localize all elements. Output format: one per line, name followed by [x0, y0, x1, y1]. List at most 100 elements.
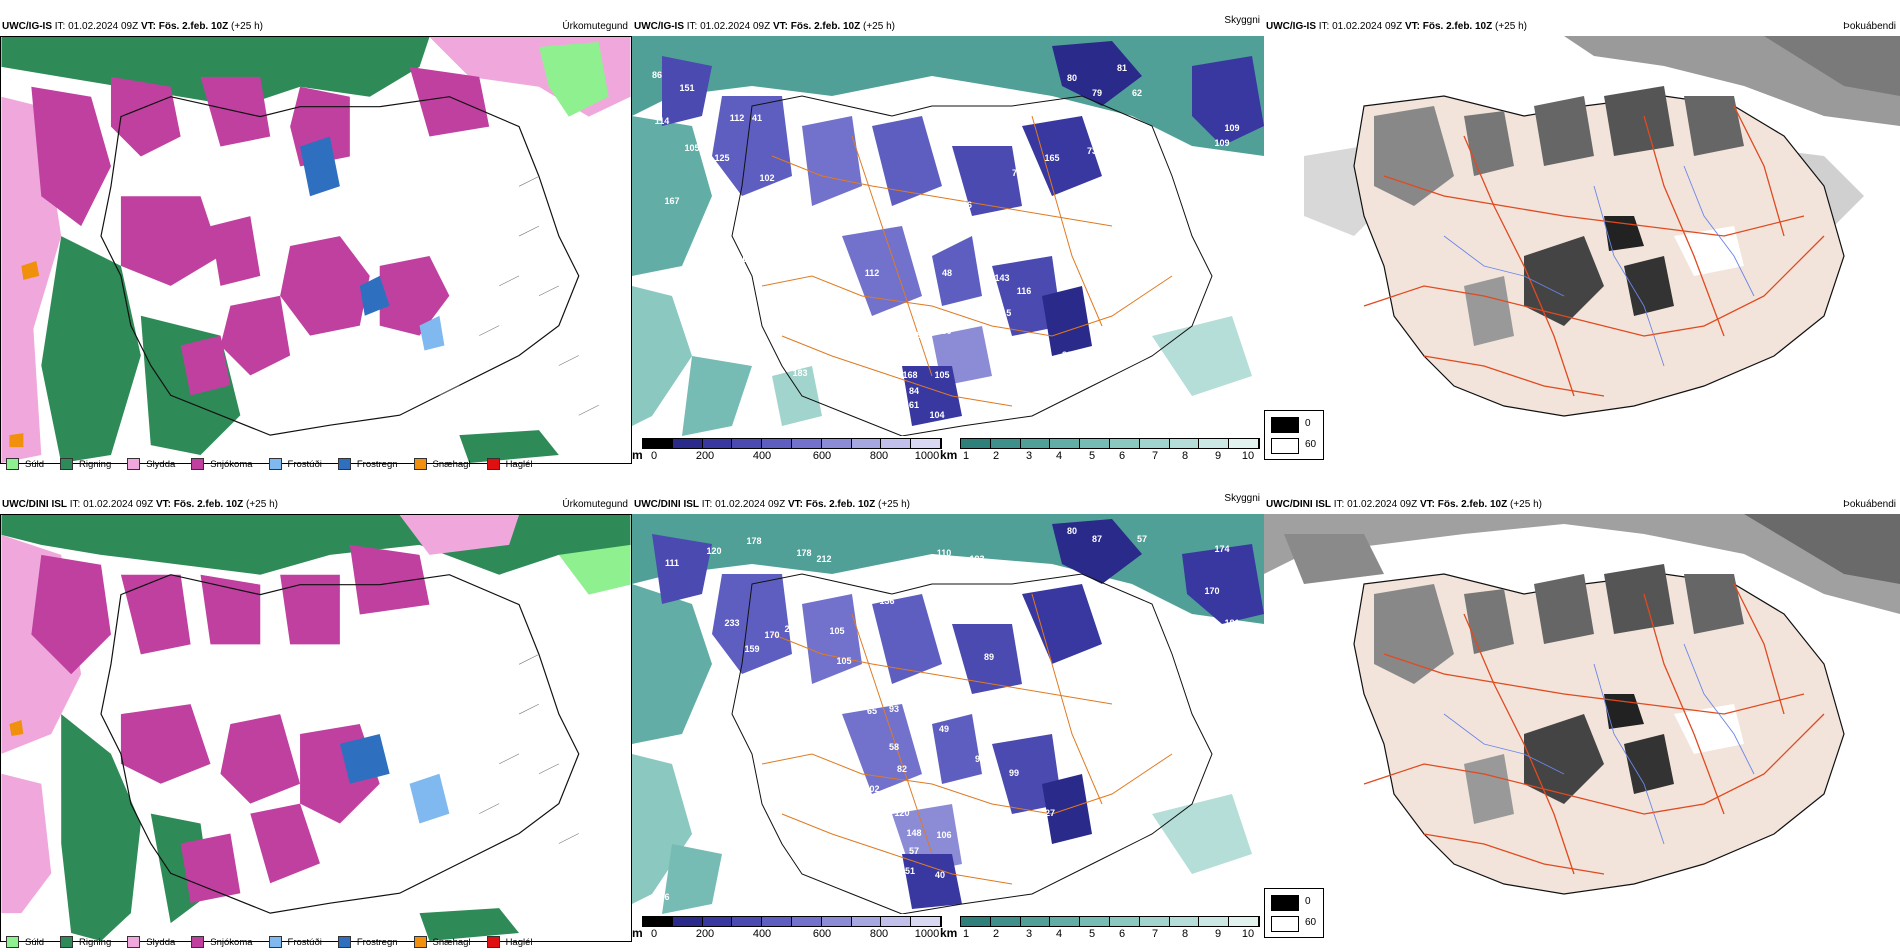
height-unit: m — [632, 448, 643, 462]
height-swatch — [821, 917, 852, 926]
height-swatch — [643, 917, 673, 926]
height-swatch — [881, 439, 912, 448]
legend-label: Frostregn — [356, 936, 398, 948]
visibility-tick: 2 — [992, 450, 1000, 462]
fog-swatch-dark — [1271, 417, 1299, 433]
cloud-label: 165 — [1044, 153, 1059, 163]
cloud-label: 123 — [912, 788, 927, 798]
init-time: IT: 01.02.2024 09Z — [69, 499, 154, 510]
legend-label: Frostúði — [287, 458, 322, 470]
visibility-tick: 5 — [1088, 450, 1096, 462]
cloud-label: 149 — [906, 330, 921, 340]
height-swatch — [911, 917, 941, 926]
cloud-label: 174 — [1214, 544, 1229, 554]
cloud-label: 80 — [1067, 526, 1077, 536]
cloud-label: 202 — [864, 784, 879, 794]
visibility-tick: 7 — [1151, 928, 1159, 940]
cloud-label: 170 — [764, 630, 779, 640]
visibility-swatch — [1109, 917, 1140, 926]
height-colorbar: 0 200 400 600 800 1000 — [642, 438, 942, 468]
height-swatch — [643, 439, 673, 448]
cloud-label: 48 — [942, 268, 952, 278]
visibility-swatch — [1199, 917, 1230, 926]
height-swatch — [791, 439, 822, 448]
fog-swatch-dark — [1271, 895, 1299, 911]
cloud-label: 89 — [984, 652, 994, 662]
cloud-base-map: 80 87 57 174 170 131 181 110 193 120 178… — [632, 514, 1264, 914]
lead-time: (+25 h) — [878, 499, 910, 510]
cloud-label: 109 — [1214, 138, 1229, 148]
cloud-label: 65 — [867, 706, 877, 716]
cloud-label: 136 — [879, 596, 894, 606]
height-swatch — [791, 917, 822, 926]
height-tick: 1000 — [914, 928, 940, 940]
valid-label: VT: — [772, 21, 788, 32]
visibility-colorbar-swatches — [960, 438, 1260, 449]
height-tick: 600 — [812, 450, 832, 462]
forecast-row-dini-isl: UWC/DINI ISL IT: 01.02.2024 09Z VT: Fös.… — [0, 492, 1900, 952]
cloud-label: 87 — [1092, 534, 1102, 544]
lead-time: (+25 h) — [1510, 499, 1542, 510]
legend-label: Súld — [25, 936, 45, 948]
panel-title: Úrkomutegund — [562, 21, 628, 32]
swatch — [268, 936, 282, 948]
height-colorbar-swatches — [642, 916, 942, 927]
visibility-swatch — [1020, 917, 1051, 926]
fog-panel: UWC/IG-IS IT: 01.02.2024 09Z VT: Fös. 2.… — [1264, 14, 1900, 474]
cloud-label: 137 — [1136, 128, 1151, 138]
height-tick: 400 — [752, 450, 772, 462]
fog-legend: 0 60 — [1264, 410, 1324, 460]
cloud-label: 112 — [865, 268, 880, 278]
legend-label: Haglél — [505, 936, 533, 948]
visibility-tick: 6 — [1118, 928, 1126, 940]
height-swatch — [672, 439, 703, 448]
visibility-colorbar: 1 2 3 4 5 6 7 8 9 10 — [960, 438, 1260, 468]
model-name: UWC/DINI ISL — [1266, 499, 1331, 510]
cloud-label: 120 — [706, 546, 721, 556]
height-tick: 400 — [752, 928, 772, 940]
cloud-label: 864 — [969, 306, 984, 316]
cloud-label: 233 — [724, 618, 739, 628]
cloud-label: 51 — [905, 866, 915, 876]
cloud-label: 167 — [664, 196, 679, 206]
cloud-label: 106 — [936, 830, 951, 840]
cloud-label: 114 — [655, 116, 670, 126]
visibility-swatch — [1020, 439, 1051, 448]
height-tick: 600 — [812, 928, 832, 940]
fog-label-light: 60 — [1305, 439, 1317, 450]
visibility-tick: 8 — [1181, 928, 1189, 940]
visibility-tick: 8 — [1181, 450, 1189, 462]
lead-time: (+25 h) — [246, 499, 278, 510]
visibility-swatch — [1169, 917, 1200, 926]
legend-label: Snæhagl — [432, 936, 471, 948]
precip-legend: Súld Rigning Slydda Snjókoma Frostúði Fr… — [6, 454, 549, 474]
cloud-label: 432 — [909, 243, 924, 253]
precip-map — [0, 36, 632, 464]
panel-title: Skyggni — [1224, 15, 1260, 26]
precip-map — [0, 514, 632, 942]
cloud-label: 105 — [684, 143, 699, 153]
cloud-label: 120 — [894, 808, 909, 818]
cloud-label: 60 — [949, 656, 959, 666]
fog-swatch-light — [1271, 438, 1299, 454]
fog-map — [1264, 36, 1900, 436]
cloud-label: 353 — [832, 848, 847, 858]
cloud-label: 84 — [909, 386, 919, 396]
fog-swatch-light — [1271, 916, 1299, 932]
cloud-label: 125 — [714, 153, 729, 163]
cloud-label: 201 — [704, 240, 719, 250]
height-swatch — [702, 917, 733, 926]
visibility-swatch — [990, 917, 1021, 926]
cloud-label: 178 — [746, 536, 761, 546]
height-tick: 0 — [650, 928, 658, 940]
panel-title: Þokuábendi — [1843, 499, 1896, 510]
cloud-label: 212 — [816, 554, 831, 564]
swatch — [127, 458, 141, 470]
visibility-swatch — [1139, 917, 1170, 926]
cloud-label: 79 — [1115, 118, 1125, 128]
init-time: IT: 01.02.2024 09Z — [1318, 21, 1403, 32]
visibility-tick: 4 — [1055, 450, 1063, 462]
cloud-label: 183 — [792, 368, 807, 378]
cloud-label: 105 — [836, 656, 851, 666]
fog-label-light: 60 — [1305, 917, 1317, 928]
